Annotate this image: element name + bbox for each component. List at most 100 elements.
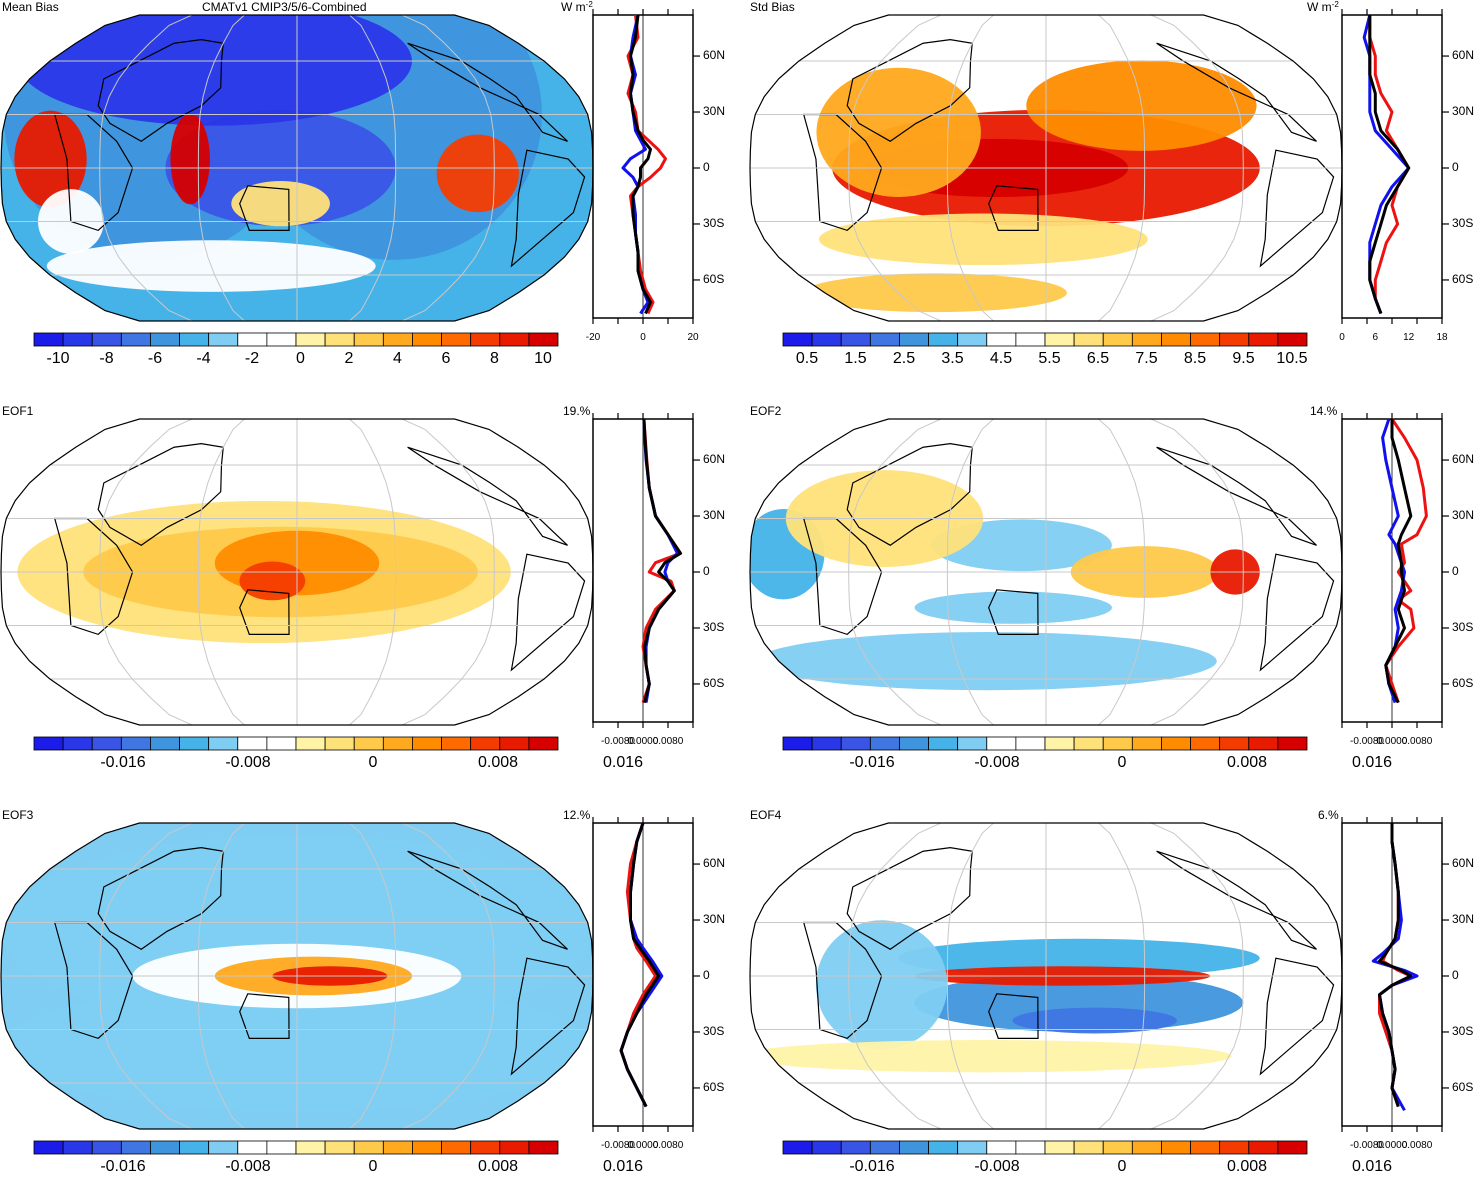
profile-series-0 (641, 418, 682, 704)
meridian-line (1150, 419, 1244, 725)
panel-title: EOF4 (750, 808, 782, 822)
meridian-line (349, 419, 397, 725)
colorbar-swatch (1102, 1140, 1133, 1155)
meridian-line (197, 419, 245, 725)
meridian-line (197, 823, 245, 1129)
colorbar-swatch (869, 332, 900, 347)
profile-series-2 (642, 418, 682, 703)
colorbar-swatch (91, 736, 122, 751)
colorbar-swatch (928, 332, 959, 347)
profile-xtick-label: 12 (1403, 332, 1415, 343)
meridian-line (946, 15, 994, 321)
map-border (0, 418, 594, 726)
lat-tick-label: 30N (703, 508, 726, 523)
colorbar-swatch (208, 736, 239, 751)
map-plot (749, 817, 1449, 1155)
colorbar-swatch (957, 1140, 988, 1155)
colorbar-swatch (528, 1140, 559, 1155)
field-blob-3 (239, 561, 306, 601)
lat-tick-label: 60N (703, 856, 726, 871)
coastline-2 (239, 589, 290, 635)
lat-tick-label: 0 (1452, 564, 1459, 578)
colorbar-label: 0.016 (1351, 1158, 1393, 1175)
lat-tick-label: 30N (1452, 508, 1475, 523)
zonal-profile (592, 9, 700, 324)
colorbar-swatch (1073, 736, 1104, 751)
profile-xtick-label: -0.0080 (1350, 736, 1384, 747)
coastline-0 (97, 39, 224, 142)
colorbar-swatch (782, 332, 813, 347)
colorbar-swatch (382, 1140, 413, 1155)
colorbar-swatch (295, 736, 326, 751)
colorbar (33, 736, 559, 751)
variance-label: 19.% (563, 404, 591, 418)
panel-title: Mean Bias (2, 0, 59, 14)
colorbar-swatch (33, 1140, 64, 1155)
eof2-panel: EOF2 14.% -0.0080 0.0000 0.0080 60N 30N 0 30S 6… (749, 404, 1483, 796)
meridian-line (1098, 15, 1146, 321)
colorbar-label: 8 (490, 350, 499, 367)
colorbar-swatch (237, 1140, 268, 1155)
colorbar-swatch (179, 1140, 210, 1155)
colorbar-label: 0.016 (602, 754, 644, 771)
lat-tick-label: 0 (703, 968, 710, 982)
coastline-1 (802, 113, 883, 232)
field-layer (1, 15, 593, 321)
map-border (749, 822, 1343, 1130)
colorbar-label: -0.008 (974, 1158, 1020, 1175)
field-blob-5 (803, 273, 1067, 313)
coastline-1 (53, 921, 134, 1040)
lat-tick-label: 30S (703, 215, 725, 230)
colorbar-label: 0 (368, 754, 378, 771)
coastline-2 (988, 993, 1039, 1039)
colorbar-swatch (62, 1140, 93, 1155)
meridian-line (99, 419, 193, 725)
colorbar-swatch (986, 1140, 1017, 1155)
colorbar-swatch (324, 332, 355, 347)
colorbar-swatch (1161, 736, 1191, 751)
colorbar-swatch (412, 332, 442, 347)
colorbar-swatch (179, 736, 210, 751)
meridian-line (946, 823, 994, 1129)
meridian-line (401, 15, 495, 321)
profile-xtick-label: 0.0080 (1401, 1140, 1433, 1151)
colorbar-label: 5.5 (1038, 350, 1061, 367)
colorbar-swatch (1015, 332, 1046, 347)
colorbar-label: -10 (46, 350, 70, 367)
colorbar-swatch (412, 736, 442, 751)
coastline-3 (1156, 42, 1317, 142)
coastline-1 (53, 517, 134, 636)
colorbar-label: -0.016 (849, 754, 895, 771)
lat-tick-label: 60S (703, 1079, 725, 1094)
coastline-3 (407, 446, 568, 546)
meridian-line (349, 15, 397, 321)
colorbar-swatch (353, 1140, 384, 1155)
colorbar-swatch (1044, 332, 1075, 347)
colorbar-swatch (1073, 332, 1104, 347)
colorbar-swatch (470, 332, 501, 347)
colorbar (33, 332, 559, 347)
lat-tick-label: 0 (703, 564, 710, 578)
colorbar-swatch (1102, 332, 1133, 347)
colorbar-label: 0.016 (1351, 754, 1393, 771)
coastline-4 (1259, 149, 1335, 268)
field-blob-4 (818, 213, 1148, 266)
map-border (0, 14, 594, 322)
colorbar-label: -0.016 (849, 1158, 895, 1175)
colorbar-swatch (1102, 736, 1133, 751)
coastline-3 (407, 42, 568, 142)
eof3-panel: EOF3 12.% -0.0080 0.0000 0.0080 60N 30N 0 30S 6… (0, 808, 741, 1200)
colorbar-swatch (120, 332, 151, 347)
profile-xtick-label: 0 (640, 332, 646, 343)
colorbar-label: 0.008 (477, 754, 519, 771)
profile-xtick-label: -0.0080 (601, 736, 635, 747)
meridian-line (1098, 419, 1146, 725)
profile-series-0 (626, 14, 667, 315)
coastline-4 (510, 957, 586, 1076)
coastline-0 (97, 847, 224, 950)
coastline-4 (510, 149, 586, 268)
profile-xtick-label: 0.0080 (652, 736, 684, 747)
colorbar-swatch (150, 332, 180, 347)
profile-series-2 (1368, 15, 1411, 315)
colorbar-swatch (441, 736, 472, 751)
